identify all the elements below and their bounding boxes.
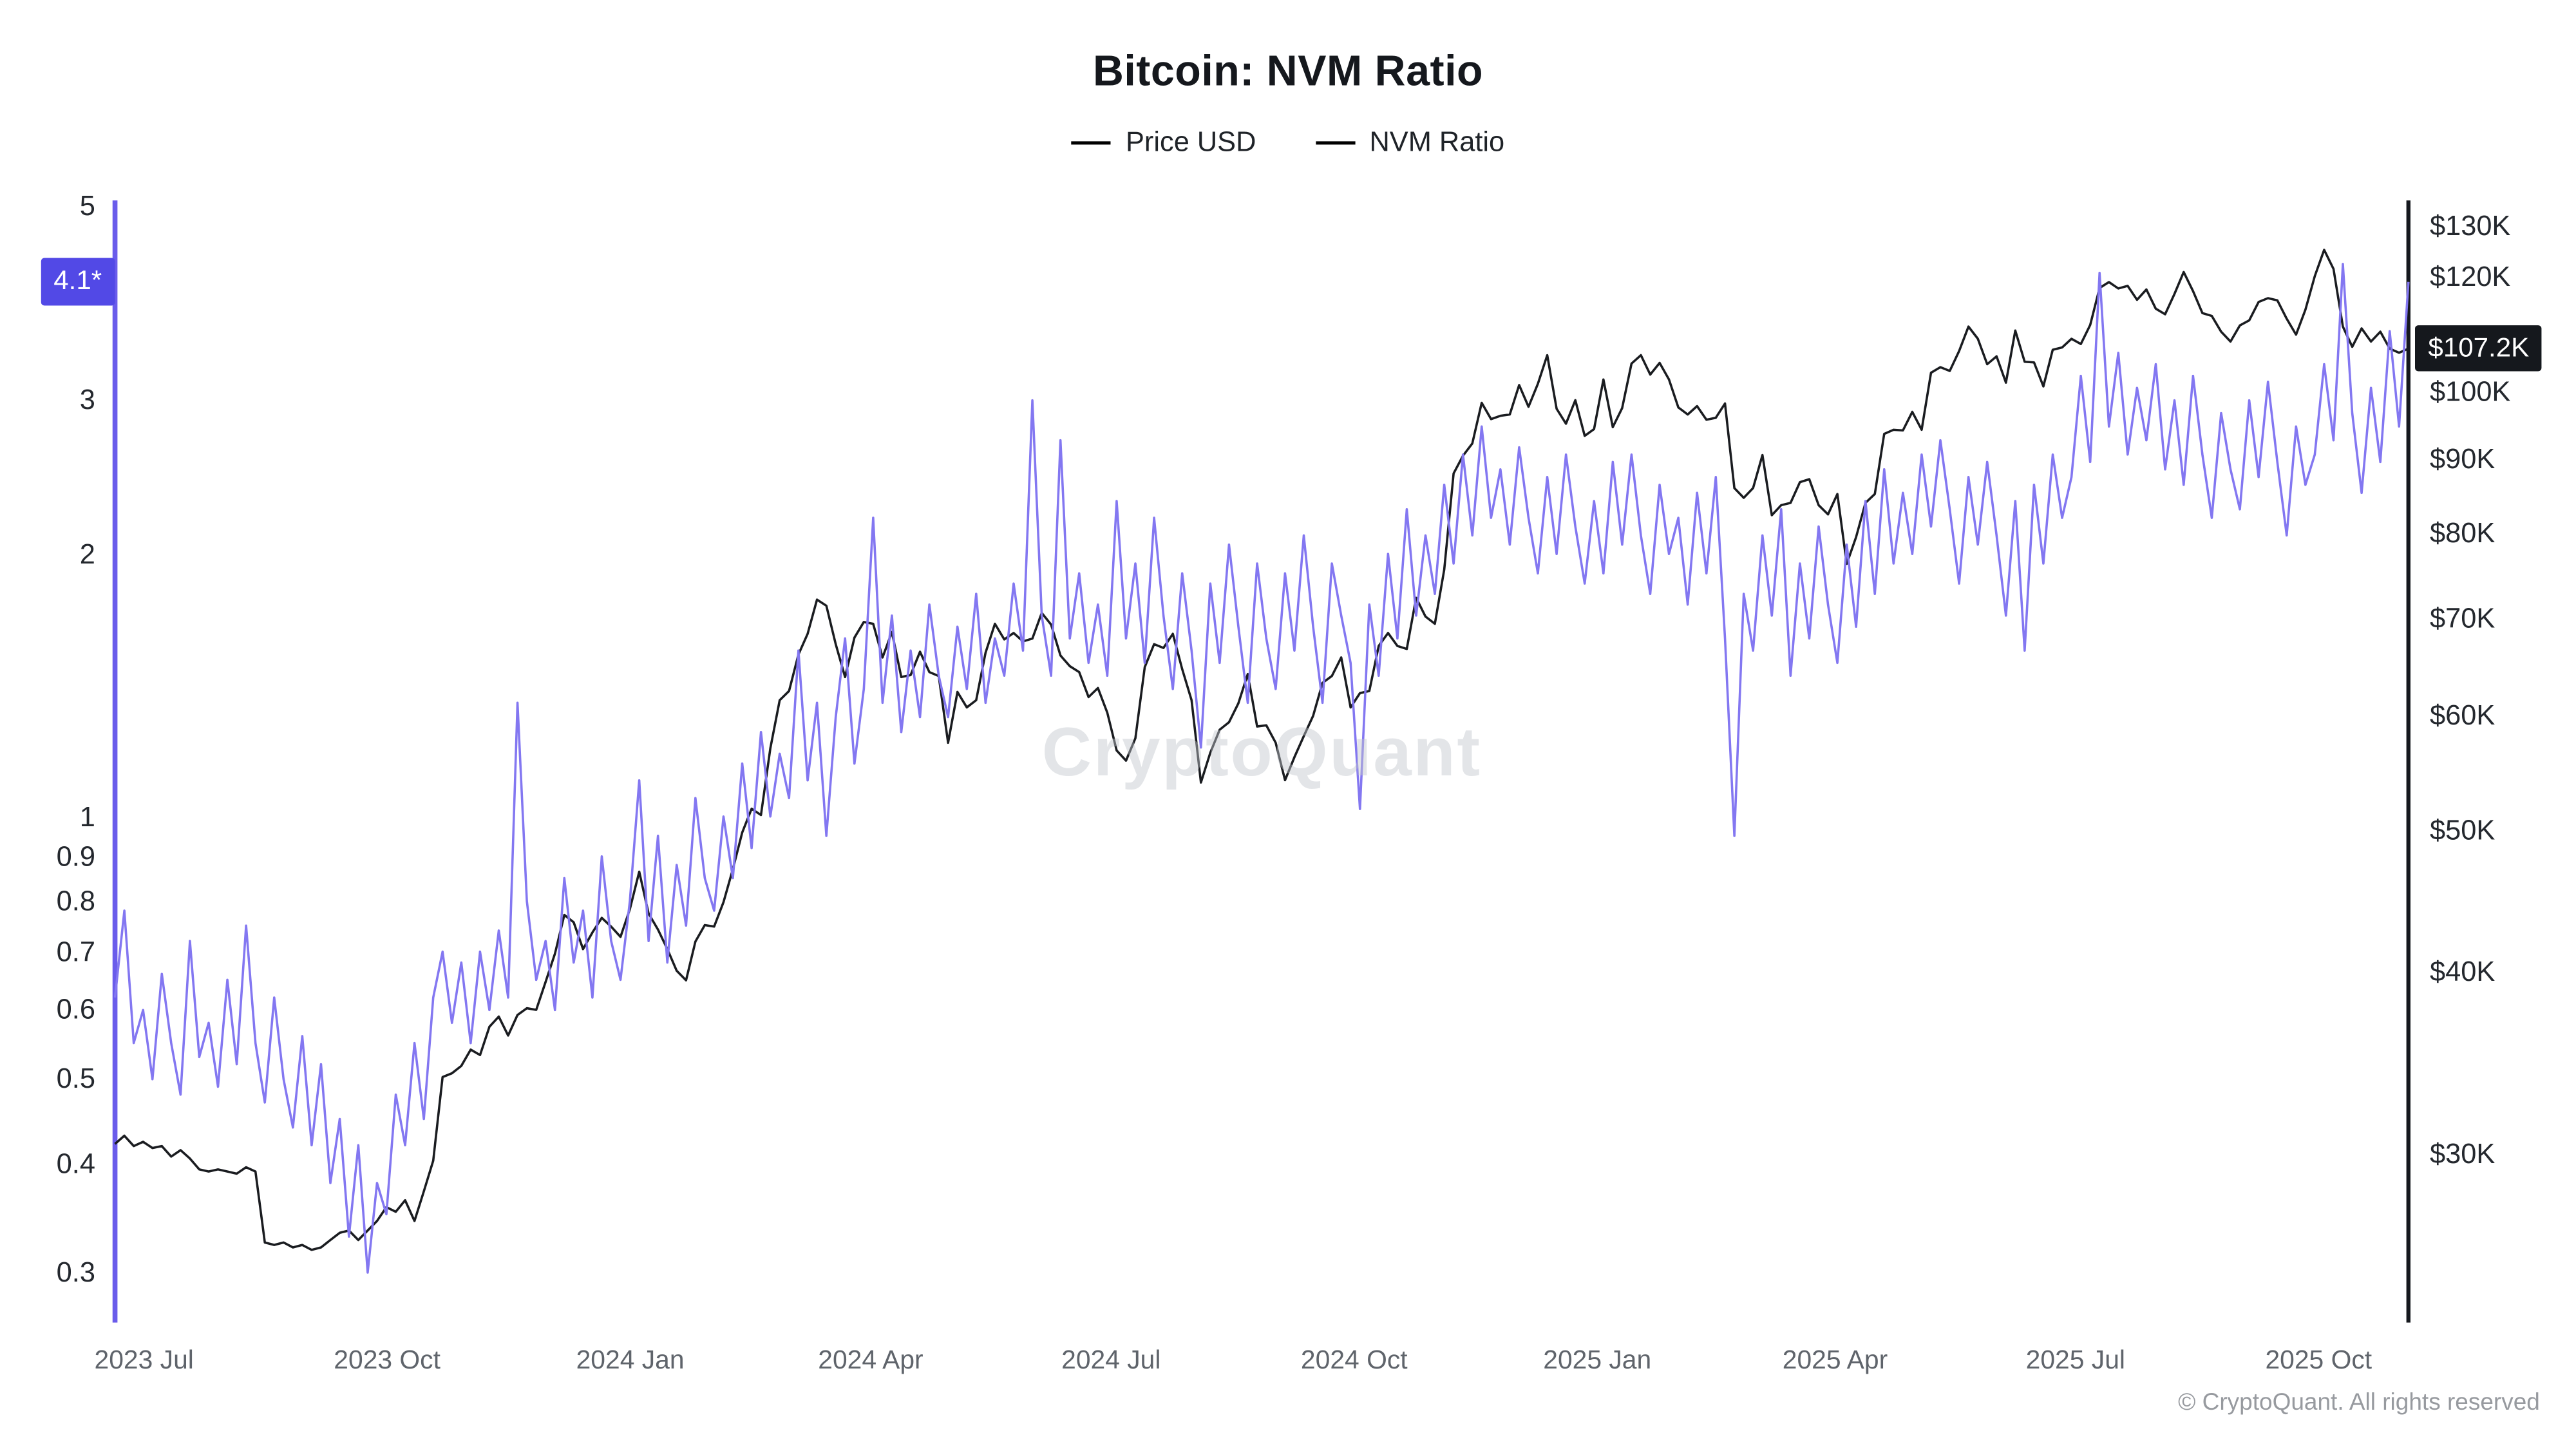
price-current-value-badge: $107.2K [2415, 325, 2543, 372]
nvm-ratio-line [113, 263, 2410, 1274]
cryptoquant-watermark: CryptoQuant [1041, 713, 1482, 791]
legend: Price USD NVM Ratio [0, 126, 2576, 159]
nvm-current-value-badge: 4.1* [40, 258, 115, 305]
nvm-line-swatch-icon [1315, 141, 1355, 145]
copyright-text: © CryptoQuant. All rights reserved [2178, 1390, 2540, 1416]
page-title: Bitcoin: NVM Ratio [1092, 46, 1484, 95]
legend-item-price-usd[interactable]: Price USD [1071, 126, 1256, 159]
legend-label-nvm-ratio: NVM Ratio [1369, 126, 1505, 158]
legend-label-price-usd: Price USD [1126, 126, 1256, 158]
price-line-swatch-icon [1071, 141, 1112, 145]
legend-item-nvm-ratio[interactable]: NVM Ratio [1315, 126, 1504, 159]
price-usd-line [114, 249, 2409, 1251]
